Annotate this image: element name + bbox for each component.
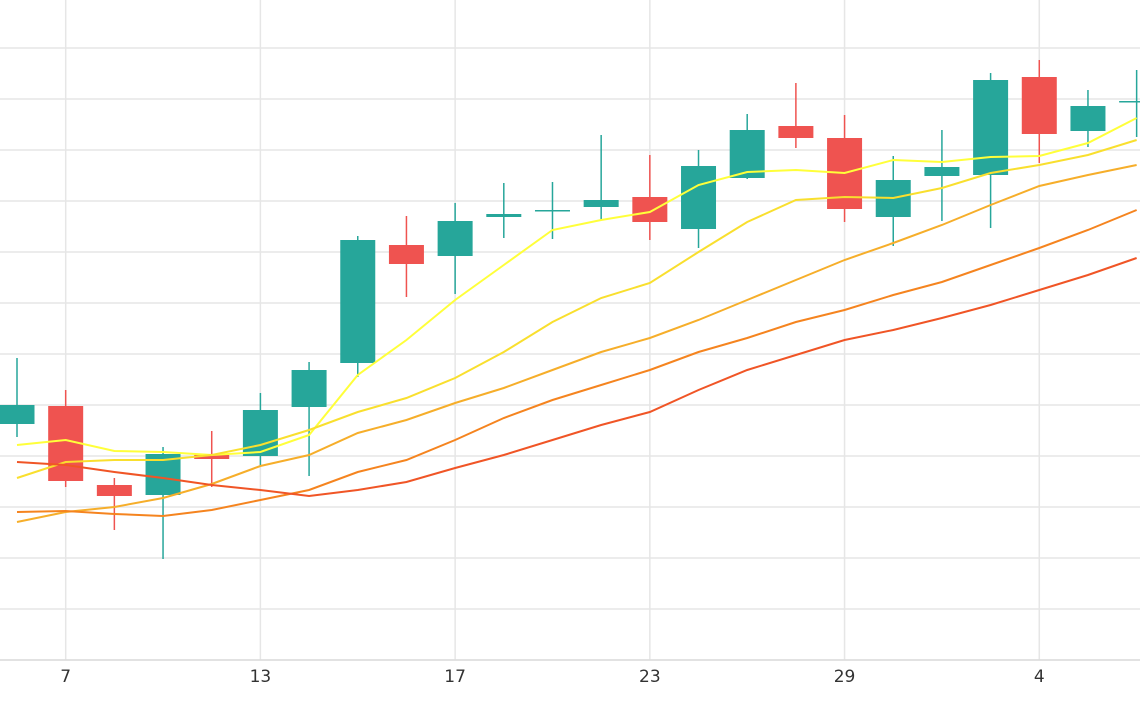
candle-body	[340, 240, 376, 363]
candle-body	[388, 245, 424, 264]
candle-body	[681, 166, 717, 229]
candle-body	[0, 405, 35, 424]
x-tick-label: 4	[1034, 667, 1045, 687]
x-tick-label: 23	[639, 667, 661, 687]
x-tick-label: 17	[444, 667, 466, 687]
x-tick-label: 29	[834, 667, 856, 687]
x-tick-label: 7	[60, 667, 71, 687]
candle-body	[973, 80, 1009, 175]
candle-body	[632, 197, 668, 222]
candle-body	[924, 167, 960, 176]
moving-average-line	[16, 209, 1138, 518]
candle-body	[96, 485, 132, 496]
candle-body	[194, 455, 230, 459]
candle-body	[242, 410, 278, 456]
candle-body	[583, 200, 619, 207]
candle-body	[1021, 77, 1057, 134]
candle-body	[437, 221, 473, 256]
candle-body	[729, 130, 765, 178]
moving-average-line	[16, 117, 1138, 457]
candle-body	[1070, 106, 1106, 131]
candle-body	[291, 370, 327, 407]
candle-body	[486, 214, 522, 217]
candle-body	[534, 210, 570, 212]
candle-body	[1119, 101, 1140, 103]
moving-average-line	[16, 257, 1137, 498]
moving-average-line	[16, 139, 1137, 479]
x-tick-label: 13	[250, 667, 272, 687]
candle-body	[778, 126, 814, 138]
moving-average-line	[16, 164, 1137, 523]
